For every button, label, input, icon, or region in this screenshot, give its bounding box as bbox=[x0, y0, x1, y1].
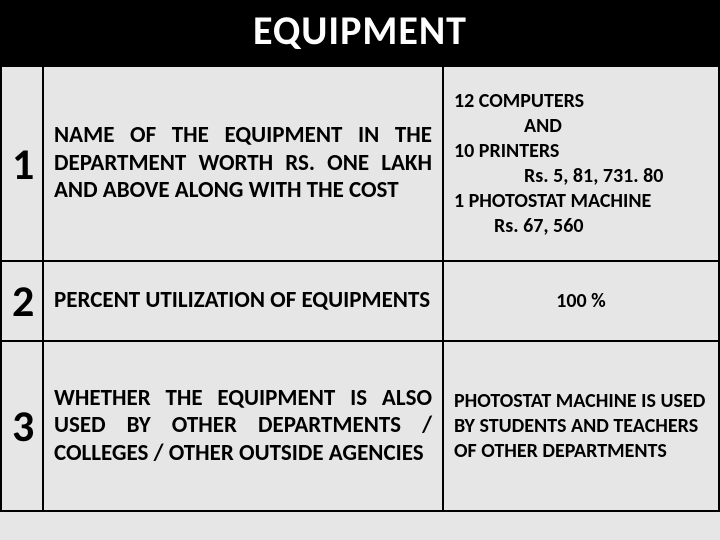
row-number: 3 bbox=[1, 341, 43, 511]
row-value: PHOTOSTAT MACHINE IS USED BY STUDENTS AN… bbox=[443, 341, 719, 511]
value-line: 12 COMPUTERS bbox=[454, 89, 584, 113]
row-number: 2 bbox=[1, 261, 43, 341]
value-line: 10 PRINTERS bbox=[454, 139, 559, 163]
value-line: 1 PHOTOSTAT MACHINE bbox=[454, 189, 651, 213]
value-line: Rs. 67, 560 bbox=[454, 214, 708, 239]
value-line: AND bbox=[454, 114, 708, 139]
equipment-table: 1 NAME OF THE EQUIPMENT IN THE DEPARTMEN… bbox=[0, 65, 720, 512]
table-row: 2 PERCENT UTILIZATION OF EQUIPMENTS 100 … bbox=[1, 261, 719, 341]
row-value: 100 % bbox=[443, 261, 719, 341]
value-line: Rs. 5, 81, 731. 80 bbox=[454, 164, 708, 189]
table-row: 1 NAME OF THE EQUIPMENT IN THE DEPARTMEN… bbox=[1, 66, 719, 261]
row-number: 1 bbox=[1, 66, 43, 261]
row-label: PERCENT UTILIZATION OF EQUIPMENTS bbox=[43, 261, 443, 341]
page-title: EQUIPMENT bbox=[0, 0, 720, 65]
row-label: WHETHER THE EQUIPMENT IS ALSO USED BY OT… bbox=[43, 341, 443, 511]
row-label: NAME OF THE EQUIPMENT IN THE DEPARTMENT … bbox=[43, 66, 443, 261]
table-row: 3 WHETHER THE EQUIPMENT IS ALSO USED BY … bbox=[1, 341, 719, 511]
row-value: 12 COMPUTERS AND 10 PRINTERS Rs. 5, 81, … bbox=[443, 66, 719, 261]
